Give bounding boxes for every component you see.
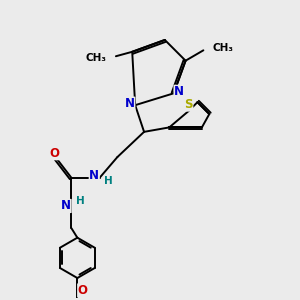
Text: H: H [103, 176, 112, 186]
Text: S: S [184, 98, 193, 111]
Text: O: O [78, 284, 88, 297]
Text: N: N [174, 85, 184, 98]
Text: N: N [89, 169, 99, 182]
Text: H: H [76, 196, 85, 206]
Text: N: N [61, 200, 71, 212]
Text: CH₃: CH₃ [213, 43, 234, 53]
Text: N: N [125, 97, 135, 110]
Text: O: O [49, 147, 59, 160]
Text: CH₃: CH₃ [85, 53, 106, 63]
